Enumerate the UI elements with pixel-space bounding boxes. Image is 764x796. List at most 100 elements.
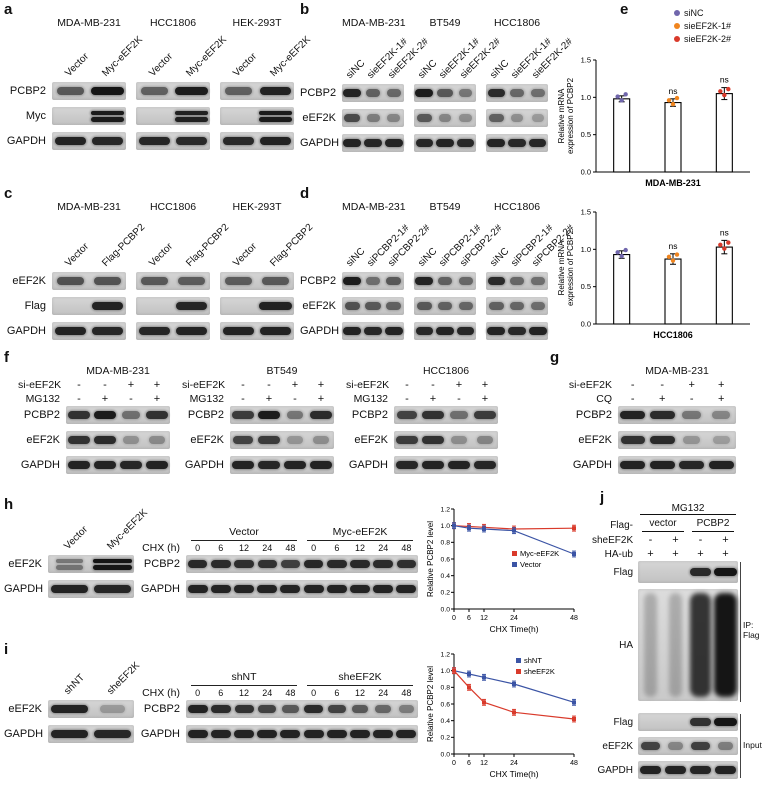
- blot-pcbp2: [342, 272, 404, 290]
- cond-label: CQ: [596, 393, 612, 405]
- cond-value: -: [630, 379, 635, 391]
- blot-lane: [414, 297, 435, 315]
- blot-lane: [486, 109, 507, 127]
- svg-text:0.4: 0.4: [441, 573, 451, 580]
- blot-lane: [486, 322, 507, 340]
- bar-chart-mda: 0.0 0.5 1.0 1.5 Relative mRNA expression of P…: [556, 44, 758, 195]
- row-label-ha: HA: [619, 640, 633, 651]
- blot-lane: [707, 456, 737, 474]
- cond-label: si-eEF2K: [18, 379, 62, 391]
- cond-value: +: [127, 379, 135, 391]
- panel-j-row-labels: Flag- sheEF2K HA-ub Flag HA Flag eEF2K G…: [592, 502, 638, 786]
- row-label-eef2k: eEF2K: [8, 703, 42, 715]
- row-label-gapdh: GAPDH: [184, 459, 224, 471]
- lane-label: siNC: [416, 245, 440, 269]
- cond-value: +: [429, 393, 437, 405]
- row-label-gapdh: GAPDH: [4, 583, 44, 595]
- protein-band: [473, 461, 497, 469]
- panel-b: b PCBP2 eEF2K GAPDH MDA-MB-231 siNC sieEF…: [300, 2, 575, 182]
- protein-band: [528, 327, 547, 335]
- protein-band: [175, 117, 208, 122]
- protein-band: [280, 585, 301, 593]
- blot-lane: [446, 456, 472, 474]
- blot-lane: [363, 322, 384, 340]
- lane-label: sheEF2K: [104, 660, 142, 697]
- blot-lane: [308, 406, 334, 424]
- svg-text:24: 24: [510, 615, 518, 622]
- ip-bracket-line: [740, 562, 741, 702]
- blot-eef2k: [414, 297, 476, 315]
- lane-labels: siNC siPCBP2-1# siPCBP2-2#: [486, 214, 577, 270]
- protein-band: [56, 277, 85, 285]
- smear-band: [643, 593, 658, 697]
- blot-myc: [220, 107, 294, 125]
- cond-value: 24: [262, 688, 273, 698]
- protein-band: [384, 139, 403, 147]
- blot-flag-ip: [638, 561, 738, 583]
- blot-lane: [527, 84, 548, 102]
- svg-text:Relative mRNA: Relative mRNA: [557, 240, 566, 295]
- protein-band: [620, 436, 645, 444]
- svg-text:0.5: 0.5: [581, 282, 591, 291]
- svg-text:1.2: 1.2: [441, 506, 451, 513]
- blot-lane: [383, 109, 404, 127]
- cond-values: - - + +: [66, 378, 170, 392]
- protein-band: [145, 461, 169, 469]
- blot-lane: [486, 84, 507, 102]
- protein-band: [123, 436, 139, 444]
- cond-value: +: [672, 534, 679, 546]
- row-label-gapdh: GAPDH: [4, 728, 44, 740]
- blot-lane: [395, 555, 418, 573]
- protein-band: [639, 766, 662, 774]
- svg-text:Relative PCBP2 level: Relative PCBP2 level: [426, 666, 435, 742]
- protein-band: [416, 114, 432, 122]
- group-header-label: Myc-eEF2K: [307, 525, 413, 541]
- blot-eef2k: [394, 431, 498, 449]
- svg-text:1.0: 1.0: [581, 245, 591, 254]
- protein-band: [327, 705, 346, 713]
- svg-text:Relative mRNA: Relative mRNA: [557, 88, 566, 143]
- cond-values: - + - +: [618, 392, 736, 406]
- blot-gapdh: [230, 456, 334, 474]
- cell-line-label: HEK-293T: [232, 201, 282, 213]
- cell-line-label: BT549: [266, 365, 298, 377]
- blot-gapdh: [342, 134, 404, 152]
- blot-gapdh: [394, 456, 498, 474]
- blot-lane: [173, 322, 210, 340]
- blot-lane: [136, 322, 173, 340]
- protein-band: [530, 302, 545, 310]
- protein-band: [344, 302, 361, 310]
- group-header-label: sheEF2K: [307, 670, 413, 686]
- protein-band: [487, 139, 506, 147]
- blot-lane: [446, 431, 472, 449]
- blot-pcbp2: [618, 406, 736, 424]
- protein-band: [68, 436, 90, 444]
- protein-band: [458, 302, 473, 310]
- blot-gapdh: [52, 322, 126, 340]
- protein-band: [234, 585, 254, 593]
- cell-line-label: HCC1806: [422, 365, 470, 377]
- blot-lane: [363, 297, 384, 315]
- blot-lane: [220, 82, 257, 100]
- blot-lane: [507, 272, 528, 290]
- blot-gapdh: [136, 132, 210, 150]
- blot-lane: [173, 107, 210, 125]
- protein-band: [138, 137, 171, 145]
- blot-lane: [455, 84, 476, 102]
- cond-values-sheef2k: - + - +: [638, 533, 738, 547]
- blot-lane: [527, 109, 548, 127]
- protein-band: [55, 565, 84, 570]
- protein-band: [211, 705, 231, 713]
- panel-a-label: a: [4, 1, 13, 18]
- blot-lane: [48, 700, 91, 718]
- protein-band: [262, 277, 289, 285]
- panel-i-label: i: [4, 641, 9, 658]
- panel-h-label: h: [4, 496, 14, 513]
- blot-lane: [507, 109, 528, 127]
- panel-j-blots: MG132 vector PCBP2 - + - + + + + +: [638, 502, 738, 786]
- protein-band: [649, 461, 675, 469]
- protein-band: [712, 411, 731, 419]
- cell-line-label: HCC1806: [149, 17, 197, 29]
- svg-text:12: 12: [480, 760, 488, 767]
- protein-band: [175, 302, 208, 310]
